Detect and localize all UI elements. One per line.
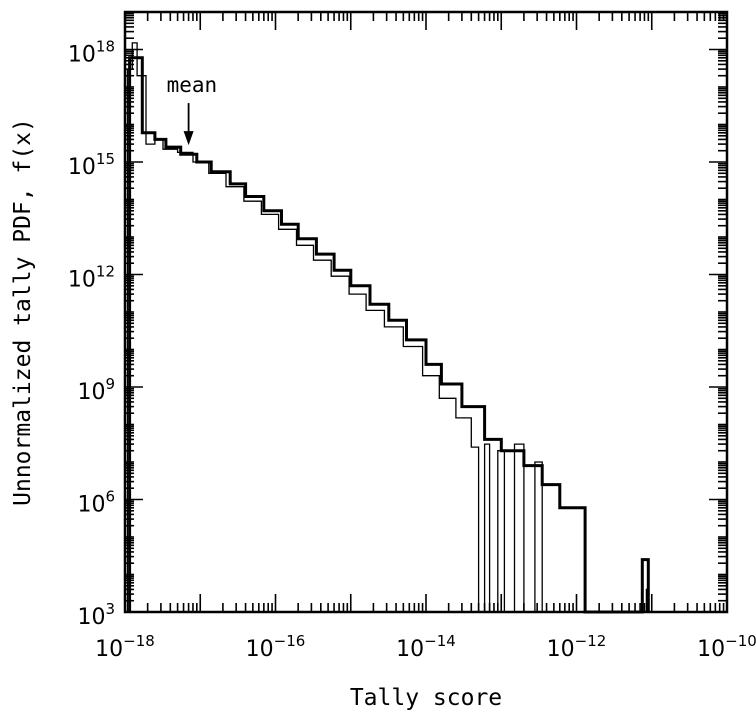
- x-tick-label: 10−10: [697, 632, 756, 662]
- y-tick-label: 103: [77, 600, 115, 630]
- x-tick-labels: 10−18 10−16 10−14 10−12 10−10: [95, 632, 756, 662]
- x-tick-label: 10−14: [396, 632, 456, 662]
- x-tick-label: 10−12: [547, 632, 607, 662]
- y-axis-title: Unnormalized tally PDF, f(x): [10, 118, 36, 506]
- annotations: mean: [167, 73, 218, 146]
- y-tick-labels: 103 106 109 1012 1015 1018: [68, 38, 115, 631]
- y-tick-label: 1012: [68, 263, 115, 293]
- x-axis-title: Tally score: [350, 685, 502, 711]
- series-group: [126, 42, 650, 614]
- y-tick-label: 1018: [68, 38, 115, 68]
- series-thin-line: [126, 42, 649, 613]
- x-tick-label: 10−18: [95, 632, 155, 662]
- y-tick-label: 109: [77, 375, 115, 405]
- y-tick-label: 106: [77, 488, 115, 518]
- series-thick-line: [128, 56, 650, 614]
- plot-frame: [123, 10, 729, 614]
- mean-arrowhead: [183, 131, 194, 146]
- axis-ticks: [124, 12, 727, 613]
- x-tick-label: 10−16: [246, 632, 306, 662]
- mean-annotation-label: mean: [167, 73, 218, 97]
- y-tick-label: 1015: [68, 150, 115, 180]
